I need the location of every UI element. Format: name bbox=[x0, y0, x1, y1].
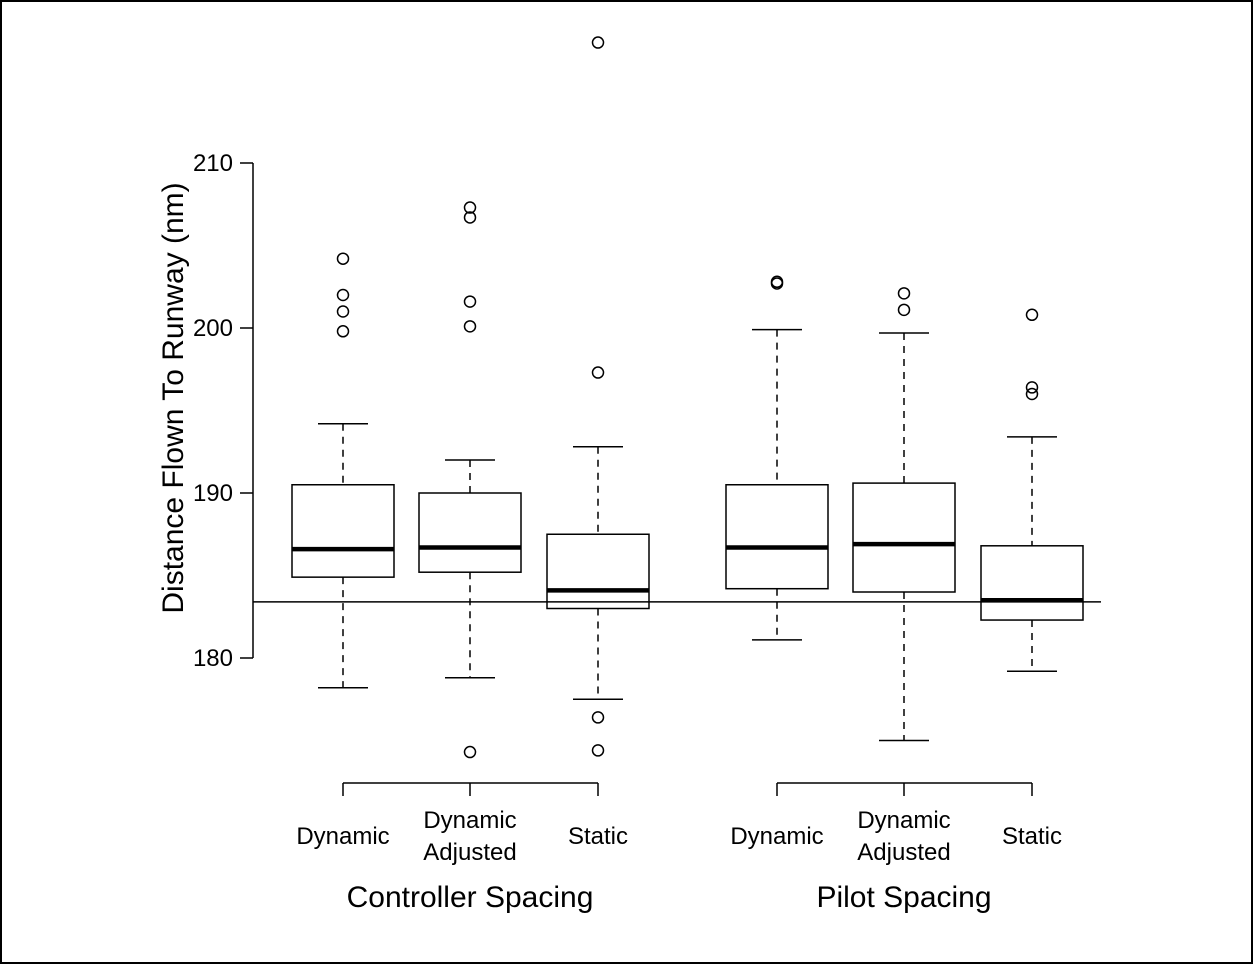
box-rect bbox=[852, 482, 956, 593]
category-label: Dynamic bbox=[423, 807, 516, 834]
category-label: Adjusted bbox=[423, 839, 516, 866]
outlier-point bbox=[591, 711, 605, 724]
outlier-point bbox=[591, 36, 605, 49]
y-tick-label: 190 bbox=[193, 480, 233, 507]
box-1 bbox=[291, 252, 395, 689]
outlier-point bbox=[336, 252, 350, 265]
category-label: Dynamic bbox=[730, 823, 823, 850]
box-rect bbox=[418, 492, 522, 573]
outlier-point bbox=[463, 201, 477, 214]
box-rect bbox=[980, 545, 1084, 621]
box-rect bbox=[546, 533, 650, 610]
y-axis: 180 190 200 210 bbox=[193, 150, 254, 672]
outlier-point bbox=[336, 288, 350, 302]
x-axis-group-2: Pilot Spacing bbox=[776, 782, 1033, 914]
outlier-point bbox=[1025, 387, 1039, 401]
y-axis-label: Distance Flown To Runway (nm) bbox=[157, 182, 190, 613]
box-5 bbox=[852, 287, 956, 742]
box-2 bbox=[418, 201, 522, 759]
outlier-point bbox=[463, 295, 477, 308]
box-rect bbox=[725, 484, 829, 590]
group-label: Controller Spacing bbox=[347, 881, 594, 914]
category-label: Dynamic bbox=[296, 823, 389, 850]
outlier-point bbox=[591, 366, 605, 379]
outlier-point bbox=[336, 305, 350, 318]
outlier-point bbox=[336, 325, 350, 338]
category-label: Adjusted bbox=[857, 839, 950, 866]
x-axis: Controller Spacing Pilot Spacing Dynamic Dy… bbox=[296, 782, 1062, 914]
box-4 bbox=[725, 275, 829, 641]
outlier-point bbox=[463, 320, 477, 333]
box-rect bbox=[291, 484, 395, 578]
y-tick-label: 210 bbox=[193, 150, 233, 177]
outlier-point bbox=[463, 745, 477, 759]
outlier-point bbox=[897, 303, 911, 317]
y-tick-label: 200 bbox=[193, 315, 233, 342]
box-6 bbox=[980, 308, 1084, 672]
boxes-layer bbox=[291, 36, 1084, 759]
box-3 bbox=[546, 36, 650, 757]
category-label: Static bbox=[568, 823, 628, 850]
outlier-point bbox=[1025, 308, 1039, 322]
outlier-point bbox=[463, 211, 477, 224]
x-axis-group-1: Controller Spacing bbox=[342, 782, 599, 914]
outlier-point bbox=[770, 275, 784, 289]
outlier-point bbox=[897, 287, 911, 300]
group-label: Pilot Spacing bbox=[816, 881, 991, 914]
outlier-point bbox=[1025, 381, 1039, 394]
category-label: Static bbox=[1002, 823, 1062, 850]
outlier-point bbox=[591, 744, 605, 757]
y-tick-label: 180 bbox=[193, 645, 233, 672]
category-label: Dynamic bbox=[857, 807, 950, 834]
